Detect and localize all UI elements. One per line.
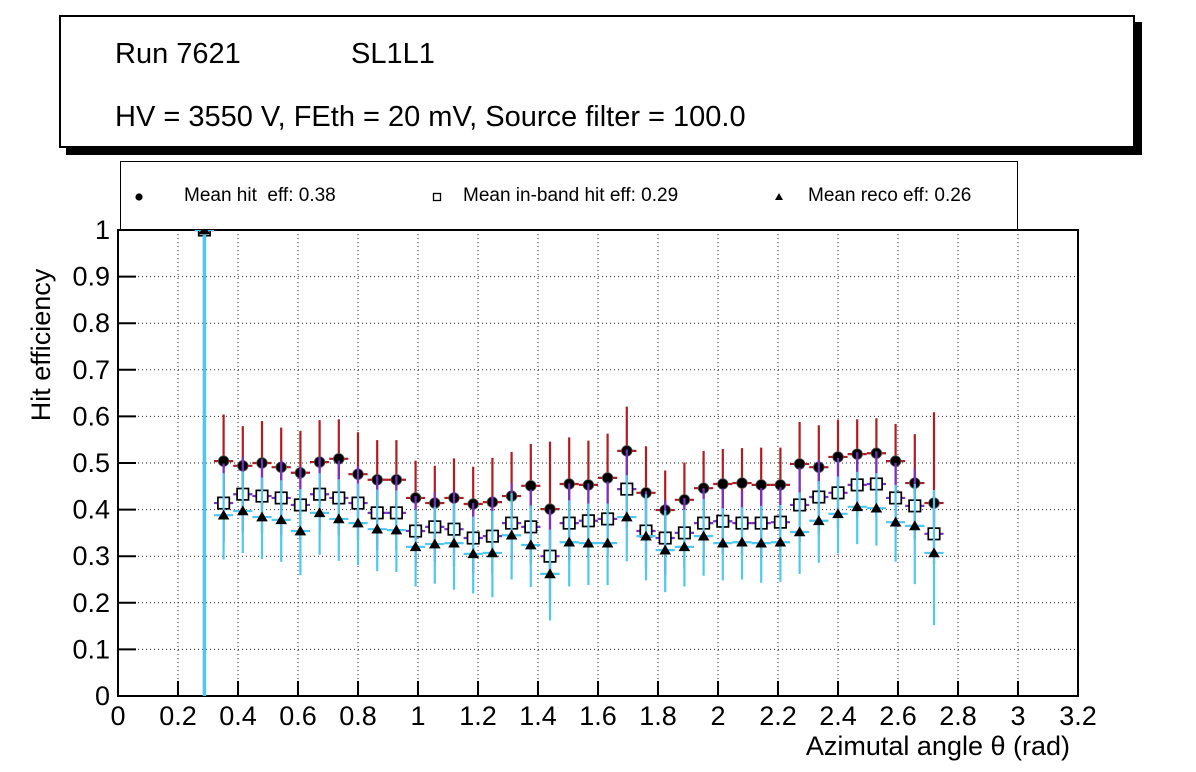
y-tick-label: 0.4	[72, 495, 110, 525]
y-tick-label: 1	[95, 215, 110, 245]
y-tick-label: 0.7	[72, 355, 110, 385]
legend-label-hit: Mean hit eff: 0.38	[184, 184, 336, 206]
data-point-triangle	[294, 525, 307, 536]
x-tick-label: 0.8	[339, 701, 377, 731]
data-point-circle	[793, 458, 806, 470]
x-tick-label: 0.6	[279, 701, 317, 731]
legend-item-reco: Mean reco eff: 0.26	[771, 162, 971, 229]
data-point-triangle	[467, 548, 479, 559]
run-label: Run 7621	[115, 38, 241, 70]
x-tick-label: 0.2	[159, 701, 197, 731]
data-point-triangle	[371, 523, 383, 534]
y-tick-label: 0.9	[72, 262, 110, 292]
data-point-triangle	[928, 547, 940, 558]
data-point-triangle	[736, 536, 748, 547]
y-axis-title: Hit efficiency	[26, 268, 56, 422]
data-point-triangle	[621, 511, 633, 522]
x-tick-label: 0.4	[219, 701, 257, 731]
x-tick-label: 2.6	[879, 701, 917, 731]
data-point-triangle	[640, 530, 652, 541]
data-point-triangle	[237, 505, 249, 516]
x-tick-label: 1.4	[519, 701, 557, 731]
data-point-triangle	[717, 537, 729, 548]
x-tick-label: 2.8	[939, 701, 977, 731]
y-tick-label: 0.2	[72, 588, 110, 618]
data-point-triangle	[505, 529, 518, 540]
y-tick-label: 0.8	[72, 308, 110, 338]
open-square-marker-icon	[429, 188, 445, 204]
data-point-triangle	[448, 537, 460, 548]
y-tick-label: 0	[95, 681, 110, 711]
data-point-circle	[736, 477, 748, 489]
layer-label: SL1L1	[351, 38, 435, 70]
plot-frame	[117, 229, 1079, 697]
data-point-circle	[525, 480, 537, 492]
title-pave: Run 7621 SL1L1 HV = 3550 V, FEth = 20 mV…	[59, 15, 1135, 148]
data-point-triangle	[870, 502, 883, 513]
data-point-triangle	[352, 517, 364, 528]
x-tick-label: 1.6	[579, 701, 617, 731]
legend-item-inband: Mean in-band hit eff: 0.29	[429, 162, 678, 229]
data-point-triangle	[256, 511, 268, 522]
data-point-triangle	[697, 530, 710, 541]
y-tick-label: 0.6	[72, 401, 110, 431]
data-point-triangle	[678, 541, 691, 552]
data-point-triangle	[755, 537, 767, 548]
x-tick-label: 1.8	[639, 701, 677, 731]
filled-triangle-marker-icon	[771, 188, 787, 204]
data-point-triangle	[832, 508, 844, 519]
data-point-triangle	[333, 513, 345, 524]
y-tick-label: 0.1	[72, 634, 110, 664]
x-tick-label: 2.2	[759, 701, 797, 731]
y-tick-label: 0.5	[72, 448, 110, 478]
data-point-triangle	[409, 541, 422, 552]
legend-label-reco: Mean reco eff: 0.26	[808, 184, 972, 206]
data-point-triangle	[601, 537, 614, 548]
x-tick-label: 3.2	[1059, 701, 1097, 731]
x-tick-label: 2.4	[819, 701, 857, 731]
data-point-circle	[717, 478, 729, 490]
data-point-triangle	[217, 509, 230, 520]
filled-circle-marker-icon	[131, 188, 147, 204]
x-tick-label: 0	[110, 701, 125, 731]
conditions-label: HV = 3550 V, FEth = 20 mV, Source filter…	[115, 101, 746, 133]
data-point-triangle	[313, 507, 326, 518]
data-point-triangle	[774, 536, 787, 547]
data-point-circle	[601, 472, 614, 484]
data-point-triangle	[659, 544, 671, 555]
data-point-triangle	[544, 568, 556, 579]
data-point-triangle	[429, 538, 441, 549]
data-point-triangle	[525, 539, 537, 550]
data-point-triangle	[793, 526, 806, 537]
x-tick-label: 2	[710, 701, 725, 731]
x-tick-label: 1	[410, 701, 425, 731]
x-tick-label: 1.2	[459, 701, 497, 731]
x-tick-label: 3	[1010, 701, 1025, 731]
data-point-triangle	[813, 515, 825, 526]
data-point-triangle	[582, 537, 595, 548]
data-point-triangle	[889, 516, 902, 527]
legend-label-inband: Mean in-band hit eff: 0.29	[463, 184, 679, 206]
data-point-triangle	[486, 547, 499, 558]
data-point-triangle	[390, 524, 403, 535]
y-tick-label: 0.3	[72, 541, 110, 571]
legend-item-hit: Mean hit eff: 0.38	[131, 162, 336, 229]
data-point-triangle	[275, 514, 287, 525]
data-point-triangle	[909, 520, 921, 531]
data-point-triangle	[851, 501, 863, 512]
legend-box: Mean hit eff: 0.38 Mean in-band hit eff:…	[120, 161, 1018, 230]
data-point-triangle	[563, 536, 575, 547]
x-axis-title: Azimutal angle θ (rad)	[805, 731, 1070, 761]
